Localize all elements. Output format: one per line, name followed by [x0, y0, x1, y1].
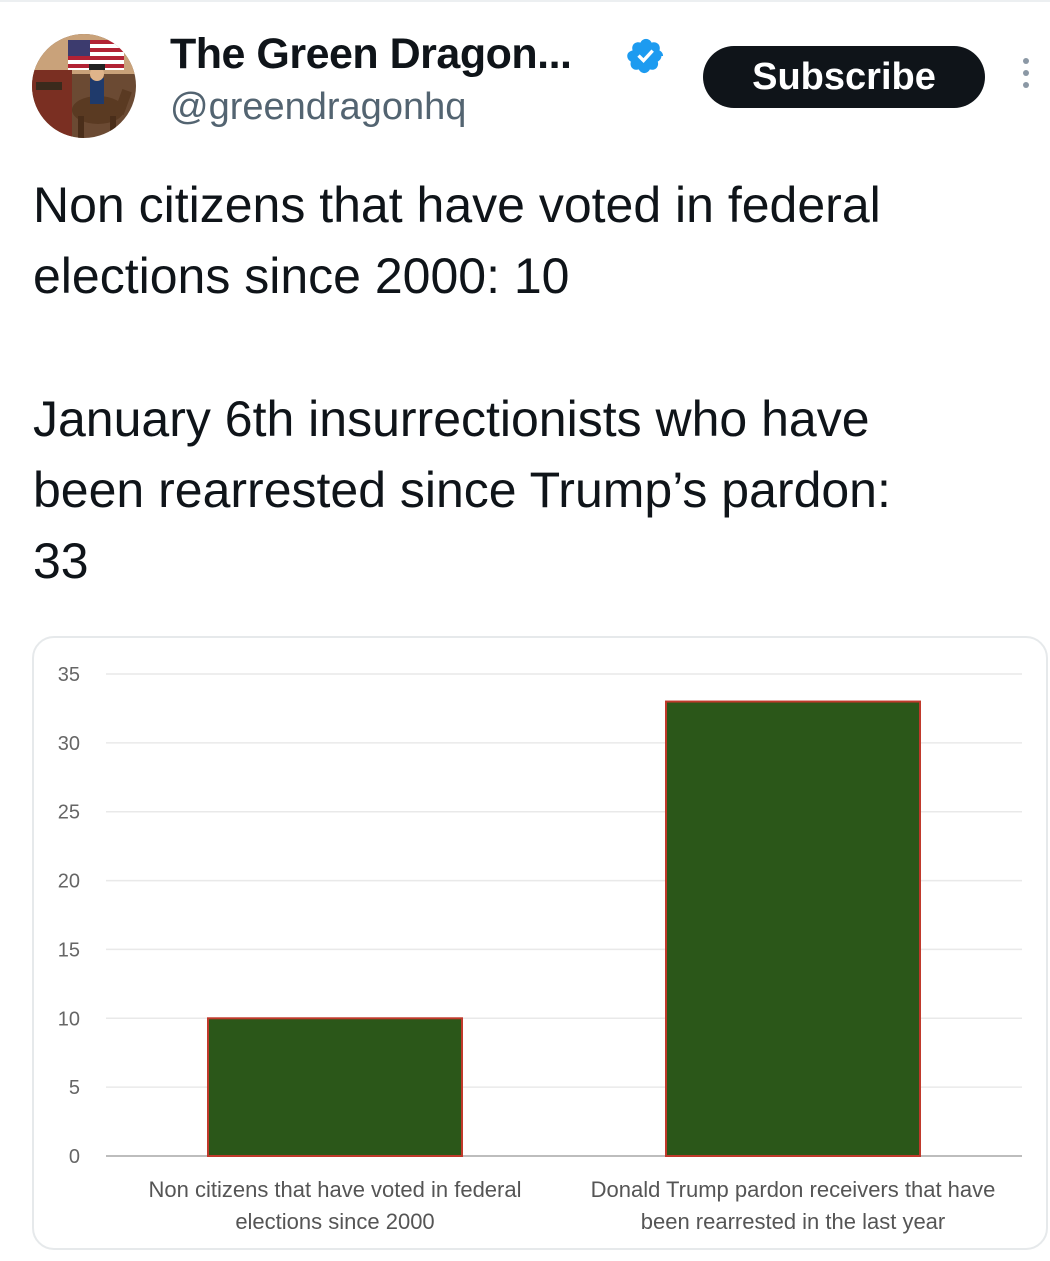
y-tick-label: 25	[58, 802, 80, 824]
x-axis-label-1: Non citizens that have voted in federal …	[148, 1177, 522, 1234]
y-tick-label: 30	[58, 733, 80, 755]
tweet-paragraph-1: Non citizens that have voted in federal …	[33, 177, 881, 304]
bar-chart: 0 5 10 15 20 25 30 35	[58, 664, 1022, 1168]
y-tick-label: 35	[58, 664, 80, 686]
avatar-image-icon	[32, 34, 136, 138]
top-divider	[0, 0, 1050, 2]
display-name[interactable]: The Green Dragon...	[170, 30, 572, 78]
bar-2	[665, 700, 921, 1158]
user-handle[interactable]: @greendragonhq	[170, 86, 467, 128]
more-options-icon[interactable]	[1016, 58, 1036, 98]
tweet-media-chart[interactable]: 0 5 10 15 20 25 30 35 Non citizens that have vo…	[32, 636, 1048, 1250]
tweet-paragraph-2: January 6th insurrectionists who have be…	[33, 391, 891, 589]
verified-badge-icon	[627, 38, 664, 74]
y-tick-label: 10	[58, 1008, 80, 1030]
avatar[interactable]	[32, 34, 136, 138]
y-tick-label: 20	[58, 871, 80, 893]
bar-1	[207, 1017, 463, 1157]
subscribe-button[interactable]: Subscribe	[703, 46, 985, 108]
y-tick-label: 5	[69, 1077, 80, 1099]
y-tick-label: 15	[58, 939, 80, 961]
y-tick-label: 0	[69, 1146, 80, 1168]
x-axis-label-2: Donald Trump pardon receivers that have …	[590, 1177, 996, 1234]
